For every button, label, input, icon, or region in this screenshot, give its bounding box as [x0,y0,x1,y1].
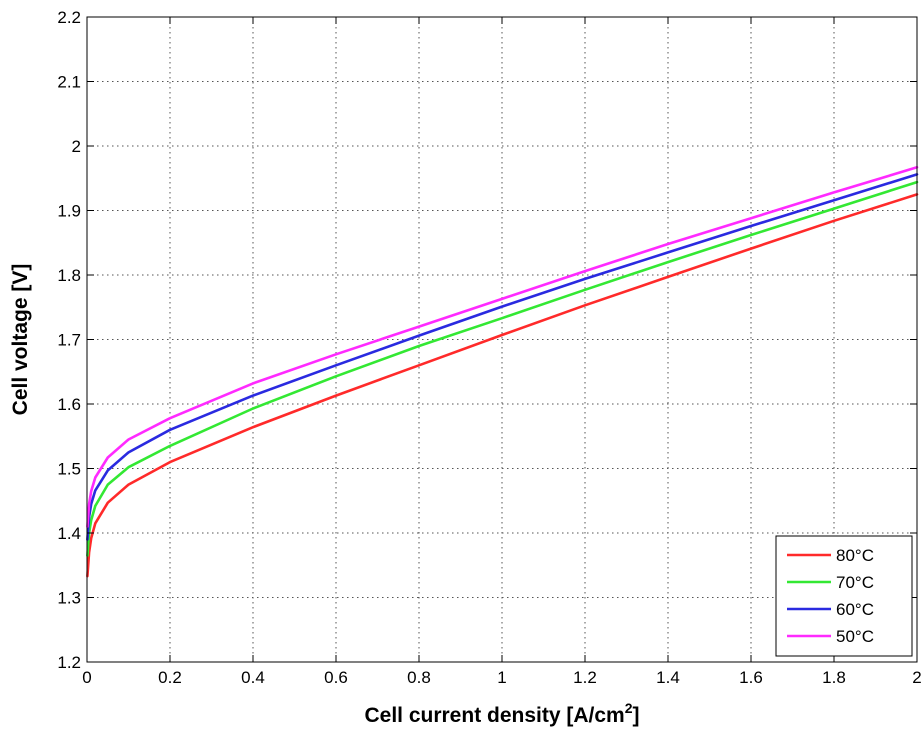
x-tick-label: 0.8 [407,668,431,687]
x-tick-label: 1.2 [573,668,597,687]
x-axis-title: Cell current density [A/cm2] [364,700,639,727]
x-tick-label: 0.4 [241,668,265,687]
series-lines [86,166,919,578]
y-tick-label: 1.6 [57,395,81,414]
x-tick-label: 1 [497,668,506,687]
y-axis-title: Cell voltage [V] [9,264,32,416]
x-axis-title-sup: 2 [625,700,633,716]
legend: 80°C 70°C 60°C 50°C [775,535,913,657]
y-tick-label: 1.9 [57,202,81,221]
x-tick-label: 0 [82,668,91,687]
y-tick-label: 1.8 [57,266,81,285]
ticks [86,16,918,663]
x-tick-label: 0.2 [158,668,182,687]
y-tick-label: 2.1 [57,73,81,92]
x-tick-label: 1.6 [739,668,763,687]
legend-label: 80°C [836,546,874,565]
tick-labels: 0 0.2 0.4 0.6 0.8 1 1.2 1.4 1.6 1.8 2 1.2 1.3 1.4 1.5 1… [57,8,921,687]
x-tick-label: 0.6 [324,668,348,687]
legend-label: 50°C [836,627,874,646]
y-tick-label: 1.7 [57,331,81,350]
y-tick-label: 1.2 [57,653,81,672]
x-tick-label: 1.4 [656,668,680,687]
y-tick-label: 1.4 [57,524,81,543]
x-axis-title-end: ] [633,704,640,727]
y-tick-label: 2.2 [57,8,81,27]
grid [87,17,917,662]
legend-label: 60°C [836,600,874,619]
series-line [86,180,919,557]
y-tick-label: 1.3 [57,589,81,608]
legend-label: 70°C [836,573,874,592]
x-tick-label: 1.8 [822,668,846,687]
series-line [86,193,919,578]
x-axis-title-main: Cell current density [A/cm [364,704,624,727]
series-line [86,166,919,528]
x-tick-label: 2 [912,668,921,687]
y-tick-label: 1.5 [57,460,81,479]
y-tick-label: 2 [72,137,81,156]
series-line [86,173,919,541]
